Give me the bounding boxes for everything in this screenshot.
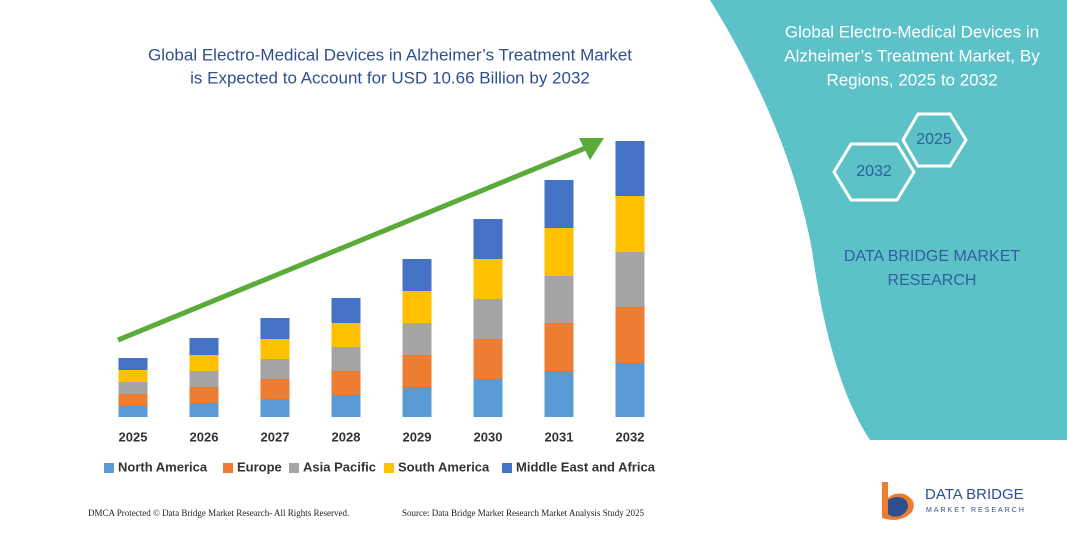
bar-segment [189, 387, 219, 403]
bar-segment [615, 196, 645, 252]
x-tick-label: 2032 [616, 429, 645, 444]
trend-arrow [117, 144, 589, 343]
x-tick-label: 2030 [474, 429, 503, 444]
hexagon-label: 2032 [856, 163, 892, 180]
bar-segment [118, 358, 148, 370]
bar-segment [118, 382, 148, 394]
legend-swatch [502, 463, 512, 473]
bar-segment [331, 395, 361, 417]
bar-segment [544, 371, 574, 417]
chart-title: is Expected to Account for USD 10.66 Bil… [190, 68, 590, 87]
bar-segment [402, 387, 432, 417]
panel-title: Alzheimer’s Treatment Market, By [784, 46, 1040, 65]
bar-segment [615, 307, 645, 363]
bar-segment [189, 355, 219, 371]
bar-segment [544, 276, 574, 323]
bar-segment [544, 180, 574, 228]
arrow-head [579, 138, 604, 160]
legend-label: North America [118, 459, 208, 474]
bar-segment [189, 371, 219, 387]
legend-label: Asia Pacific [303, 459, 376, 474]
bar-segment [615, 141, 645, 196]
brand-text: RESEARCH [888, 272, 977, 289]
bar-segment [473, 379, 503, 417]
side-panel [710, 0, 1067, 440]
footer-right: Source: Data Bridge Market Research Mark… [402, 508, 644, 518]
x-tick-label: 2025 [119, 429, 148, 444]
hexagon-label: 2025 [916, 131, 952, 148]
bar-segment [118, 370, 148, 382]
x-tick-label: 2028 [332, 429, 361, 444]
bar-segment [260, 318, 290, 339]
legend-swatch [289, 463, 299, 473]
bar-segment [402, 323, 432, 355]
x-tick-label: 2026 [190, 429, 219, 444]
bar-segment [331, 298, 361, 323]
bar-segment [260, 399, 290, 417]
bar-segment [615, 363, 645, 417]
hexagon [832, 142, 916, 202]
bar-segment [189, 338, 219, 355]
bar-segment [402, 259, 432, 291]
legend-swatch [384, 463, 394, 473]
legend-label: South America [398, 459, 490, 474]
bar-segment [189, 403, 219, 417]
bar-segment [118, 406, 148, 417]
panel-title: Global Electro-Medical Devices in [785, 22, 1039, 41]
bar-segment [544, 323, 574, 371]
bar-segment [331, 371, 361, 395]
logo: DATA BRIDGE MARKET RESEARCH [882, 482, 1026, 520]
bar-segment [331, 323, 361, 347]
legend-label: Middle East and Africa [516, 459, 656, 474]
bar-segment [260, 379, 290, 399]
legend-swatch [104, 463, 114, 473]
bar-segment [260, 339, 290, 359]
bar-segment [473, 299, 503, 339]
bar-segment [118, 394, 148, 406]
legend-label: Europe [237, 459, 282, 474]
bar-segment [544, 228, 574, 276]
logo-name: DATA BRIDGE [925, 486, 1024, 503]
logo-mark [888, 497, 908, 517]
bar-segment [402, 355, 432, 387]
x-tick-label: 2031 [545, 429, 574, 444]
brand-text: DATA BRIDGE MARKET [844, 248, 1021, 265]
legend-swatch [223, 463, 233, 473]
bar-segment [473, 219, 503, 259]
x-tick-label: 2027 [261, 429, 290, 444]
hexagon [901, 112, 968, 168]
x-tick-label: 2029 [403, 429, 432, 444]
logo-tagline: MARKET RESEARCH [926, 507, 1026, 514]
bar-segment [473, 339, 503, 379]
footer-left: DMCA Protected © Data Bridge Market Rese… [88, 508, 349, 518]
chart-title: Global Electro-Medical Devices in Alzhei… [148, 45, 632, 64]
bar-segment [331, 347, 361, 371]
bar-segment [615, 252, 645, 307]
bar-segment [473, 259, 503, 299]
panel-title: Regions, 2025 to 2032 [826, 70, 997, 89]
bar-segment [402, 291, 432, 323]
bar-segment [260, 359, 290, 379]
